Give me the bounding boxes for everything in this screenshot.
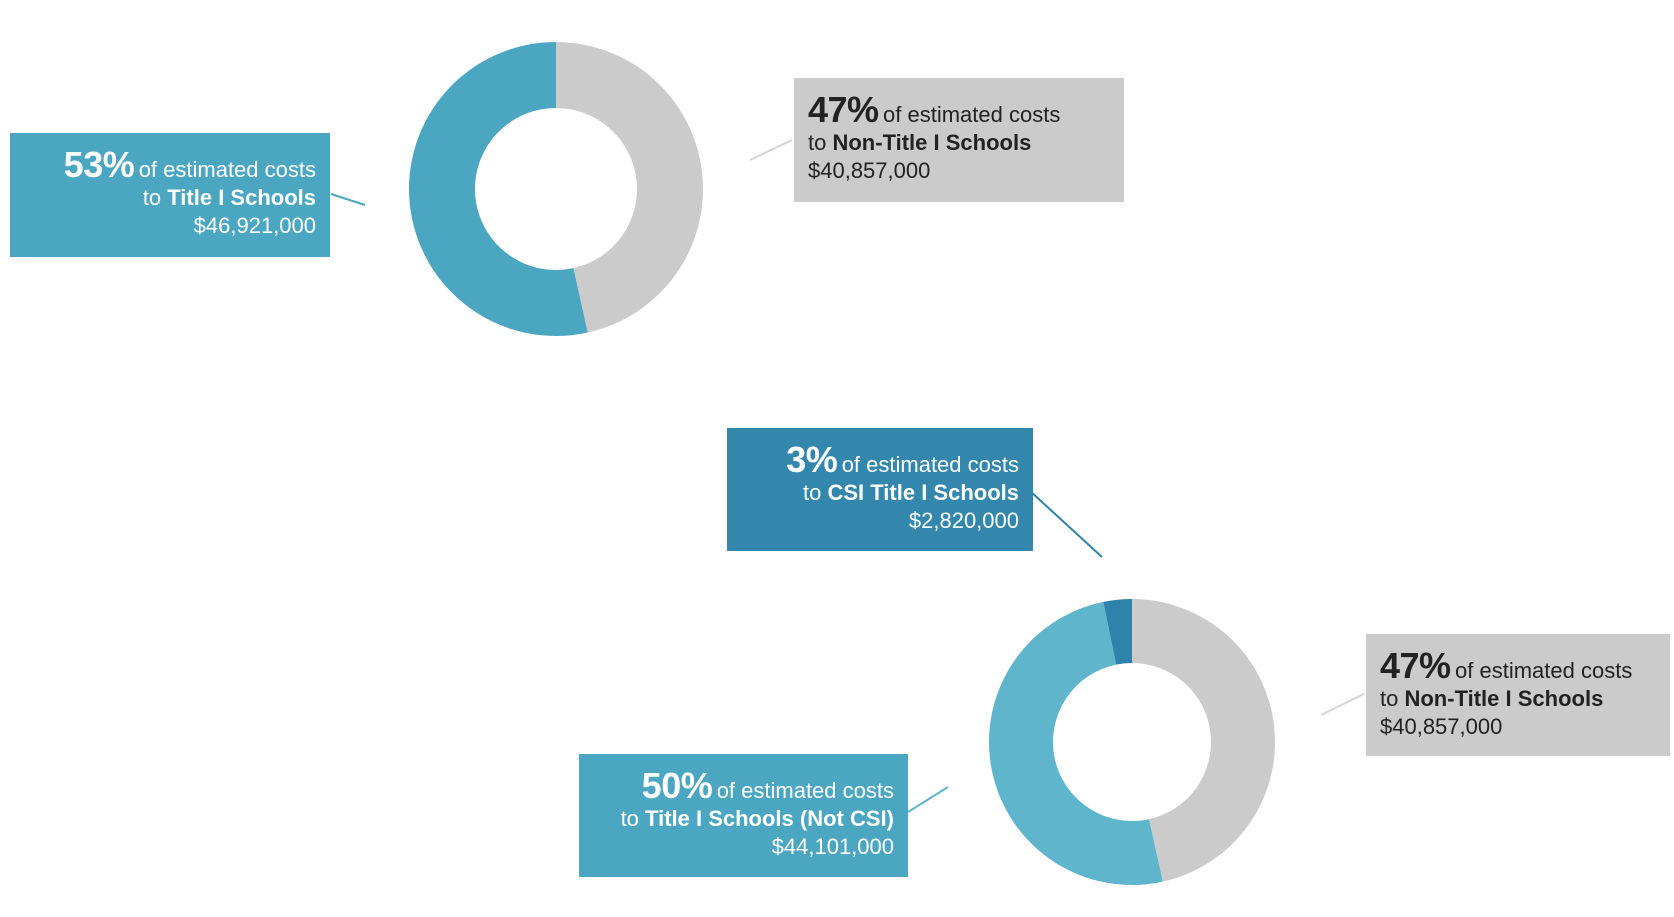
percent-description: of estimated costs [841,452,1019,477]
percent-value: 47% [1380,645,1451,686]
percent-description: of estimated costs [1455,658,1633,683]
label-prefix: to [1380,686,1399,711]
category-name: Non-Title I Schools [832,130,1032,155]
chart1-non-title-label: 47% of estimated costs to Non-Title I Sc… [794,78,1124,202]
amount-value: $44,101,000 [771,834,894,859]
label-prefix: to [142,185,162,210]
label-prefix: to [808,130,827,155]
percent-value: 53% [63,144,135,185]
amount-value: $40,857,000 [1380,714,1503,739]
amount-value: $2,820,000 [908,508,1019,533]
chart1-title-label: 53% of estimated costs to Title I School… [10,133,330,257]
percent-value: 3% [786,439,838,480]
percent-value: 47% [808,89,879,130]
category-name: Title I Schools [167,185,316,210]
amount-value: $46,921,000 [193,213,316,238]
donut1-slice-non-title-i-schools [556,42,703,333]
donut1-slice-title-i-schools [409,41,588,337]
donut2-slice-csi-title-i-schools [1103,599,1132,665]
chart2-title-not-csi-label: 50% of estimated costs to Title I School… [579,754,908,877]
chart2-csi-label: 3% of estimated costs to CSI Title I Sch… [727,428,1033,551]
percent-description: of estimated costs [883,102,1061,127]
percent-description: of estimated costs [716,778,894,803]
amount-value: $40,857,000 [808,158,931,183]
chart2-non-title-label: 47% of estimated costs to Non-Title I Sc… [1366,634,1670,756]
label-prefix: to [620,806,639,831]
donut2-slice-title-i-schools-not-csi [989,601,1163,885]
donut2-slice-non-title-i-schools [1132,599,1275,882]
category-name: Title I Schools (Not CSI) [645,806,894,831]
percent-value: 50% [641,765,713,806]
percent-description: of estimated costs [138,157,316,182]
category-name: CSI Title I Schools [827,480,1019,505]
category-name: Non-Title I Schools [1404,686,1604,711]
label-prefix: to [802,480,822,505]
